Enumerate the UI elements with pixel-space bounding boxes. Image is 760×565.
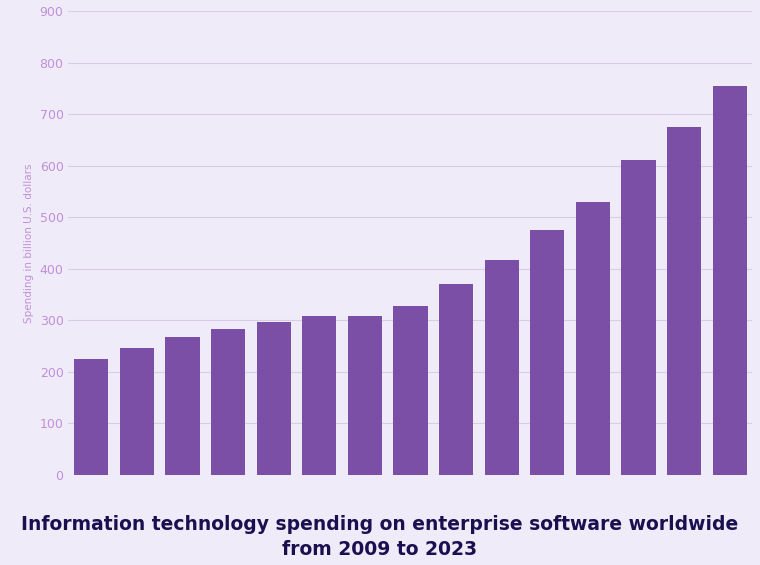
Bar bbox=[667, 127, 701, 475]
Bar bbox=[530, 229, 564, 475]
Bar bbox=[485, 260, 518, 475]
Bar bbox=[211, 329, 245, 475]
Bar bbox=[166, 337, 199, 475]
Bar bbox=[576, 202, 610, 475]
Bar bbox=[302, 316, 336, 475]
Bar bbox=[394, 306, 427, 475]
Bar bbox=[439, 284, 473, 475]
Bar bbox=[256, 322, 290, 475]
Bar bbox=[347, 316, 382, 475]
Bar bbox=[621, 159, 655, 475]
Bar bbox=[74, 359, 108, 475]
Bar bbox=[119, 349, 154, 475]
Bar bbox=[713, 86, 746, 475]
Text: Information technology spending on enterprise software worldwide
from 2009 to 20: Information technology spending on enter… bbox=[21, 515, 739, 559]
Y-axis label: Spending in billion U.S. dollars: Spending in billion U.S. dollars bbox=[24, 163, 34, 323]
